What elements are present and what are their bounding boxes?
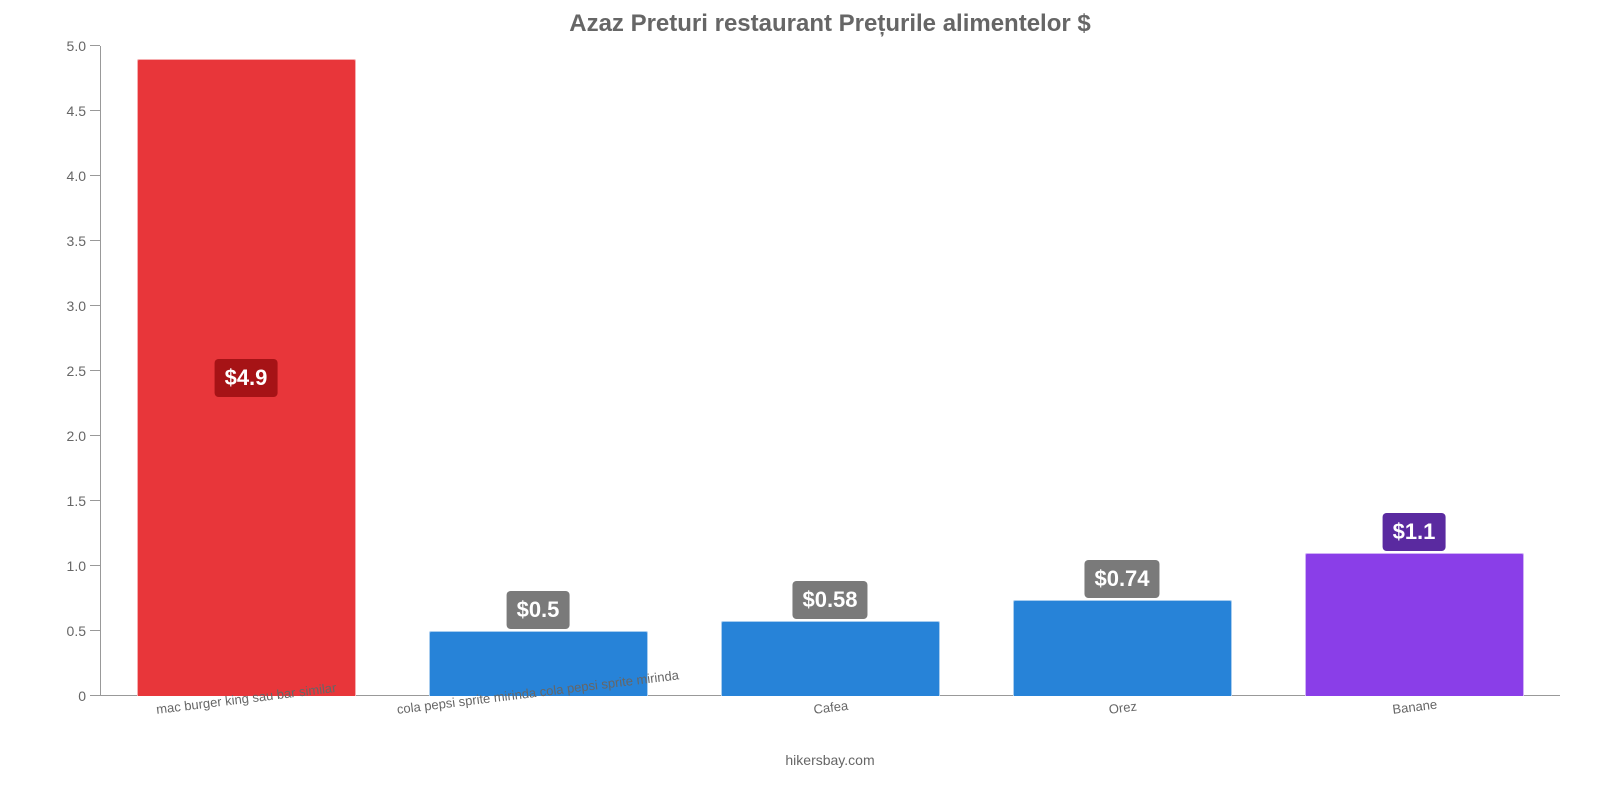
bar-slot: $1.1 bbox=[1268, 46, 1560, 696]
x-label-slot: mac burger king sau bar similar bbox=[100, 696, 392, 746]
bar-slot: $0.74 bbox=[976, 46, 1268, 696]
x-label-slot: cola pepsi sprite mirinda cola pepsi spr… bbox=[392, 696, 684, 746]
value-label: $1.1 bbox=[1383, 513, 1446, 551]
credit-text: hikersbay.com bbox=[100, 752, 1560, 768]
bar-slot: $0.5 bbox=[392, 46, 684, 696]
chart-container: Azaz Preturi restaurant Prețurile alimen… bbox=[0, 0, 1600, 800]
x-labels-group: mac burger king sau bar similarcola peps… bbox=[100, 696, 1560, 746]
chart-title: Azaz Preturi restaurant Prețurile alimen… bbox=[100, 10, 1560, 38]
x-label-slot: Banane bbox=[1268, 696, 1560, 746]
x-label-slot: Cafea bbox=[684, 696, 976, 746]
bars-group: $4.9 $0.5 $0.58 $0.74 $1.1 bbox=[100, 46, 1560, 696]
value-label: $0.58 bbox=[792, 581, 867, 619]
bar bbox=[1013, 600, 1232, 696]
y-tick-label: 4.0 bbox=[67, 168, 100, 184]
plot-area: 00.51.01.52.02.53.03.54.04.55.0 $4.9$0.5… bbox=[100, 46, 1560, 696]
bar-slot: $0.58 bbox=[684, 46, 976, 696]
y-tick-label: 3.5 bbox=[67, 233, 100, 249]
x-label: Orez bbox=[1108, 699, 1138, 717]
value-label: $0.5 bbox=[507, 591, 570, 629]
bar: $4.9 bbox=[137, 59, 356, 696]
bar bbox=[1305, 553, 1524, 696]
bar bbox=[721, 621, 940, 696]
y-tick-label: 3.0 bbox=[67, 298, 100, 314]
x-label-slot: Orez bbox=[976, 696, 1268, 746]
y-tick-label: 2.5 bbox=[67, 363, 100, 379]
bar-slot: $4.9 bbox=[100, 46, 392, 696]
y-tick-label: 2.0 bbox=[67, 428, 100, 444]
x-label: Banane bbox=[1392, 697, 1438, 717]
y-tick-label: 4.5 bbox=[67, 103, 100, 119]
value-label: $0.74 bbox=[1084, 560, 1159, 598]
y-tick-label: 0.5 bbox=[67, 623, 100, 639]
x-label: Cafea bbox=[813, 698, 849, 717]
y-tick-label: 1.0 bbox=[67, 558, 100, 574]
y-tick-label: 5.0 bbox=[67, 38, 100, 54]
value-label: $4.9 bbox=[215, 359, 278, 397]
y-tick-label: 0 bbox=[78, 688, 100, 704]
y-tick-label: 1.5 bbox=[67, 493, 100, 509]
